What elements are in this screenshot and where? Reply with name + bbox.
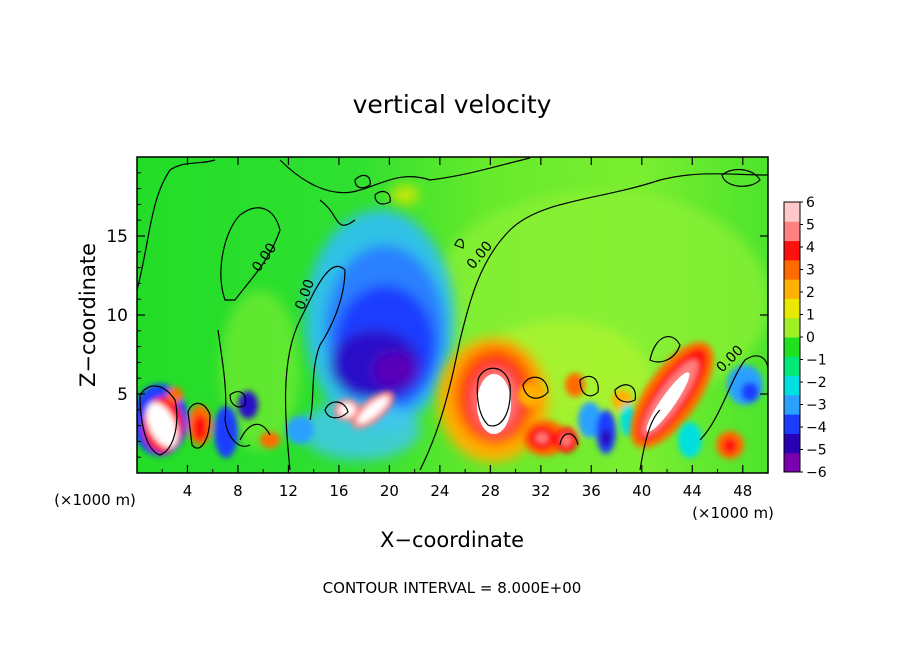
slanted-updraft-core <box>646 372 690 432</box>
colorbar <box>783 201 801 473</box>
x-tick-label: 48 <box>733 482 752 500</box>
x-tick-label: 12 <box>279 482 298 500</box>
colorbar-segment <box>784 298 800 319</box>
central-downdraft-plume <box>300 210 455 460</box>
x-tick-label: 20 <box>380 482 399 500</box>
y-tick-label: 10 <box>106 306 128 326</box>
colorbar-tick-label: 5 <box>806 218 815 234</box>
colorbar-segment <box>784 433 800 454</box>
x-axis-label: X−coordinate <box>380 528 524 552</box>
x-tick-label: 24 <box>430 482 449 500</box>
colorbar-segment <box>784 279 800 299</box>
colorbar-tick-label: 4 <box>806 240 815 256</box>
lower-right-cells <box>678 365 763 459</box>
zero-contours <box>137 157 768 471</box>
colorbar-tick-label: 3 <box>806 263 815 279</box>
colorbar-tick-label: 0 <box>806 330 815 346</box>
x-axis-ticks: 4 8 12 16 20 24 28 32 36 40 44 48 <box>161 157 752 500</box>
x-tick-label: 8 <box>233 482 243 500</box>
colorbar-segment <box>784 317 800 338</box>
x-tick-label: 28 <box>481 482 500 500</box>
colorbar-tick-label: −3 <box>806 398 827 414</box>
colorbar-segment <box>784 240 800 261</box>
colorbar-segment <box>784 394 800 415</box>
y-axis-ticks: 5 10 15 <box>106 172 768 458</box>
colorbar-segment <box>784 202 800 222</box>
x-tick-label: 36 <box>582 482 601 500</box>
colorbar-tick-label: 2 <box>806 285 815 301</box>
x-tick-label: 44 <box>683 482 702 500</box>
colorbar-segment <box>784 414 800 434</box>
y-axis-label: Z−coordinate <box>76 243 100 387</box>
x-tick-label: 4 <box>183 482 193 500</box>
y-tick-label: 5 <box>117 385 128 405</box>
right-updraft-core <box>477 374 511 434</box>
colorbar-segment <box>784 259 800 280</box>
x-tick-label: 16 <box>329 482 348 500</box>
colorbar-tick-label: −6 <box>806 465 827 481</box>
x-unit-right: (×1000 m) <box>692 504 774 522</box>
colorbar-tick-label: −1 <box>806 353 827 369</box>
x-unit-left: (×1000 m) <box>54 491 136 509</box>
colorbar-segment <box>784 375 800 396</box>
y-tick-label: 15 <box>106 227 128 247</box>
colorbar-segment <box>784 337 800 357</box>
colorbar-tick-label: −4 <box>806 420 827 436</box>
colorbar-segment <box>784 356 800 377</box>
contour-interval-note: CONTOUR INTERVAL = 8.000E+00 <box>323 579 582 597</box>
colorbar-tick-label: 6 <box>806 195 815 211</box>
colorbar-tick-label: −5 <box>806 443 827 459</box>
colorbar-segment <box>784 221 800 242</box>
colorbar-tick-label: 1 <box>806 308 815 324</box>
colorbar-tick-labels: 6 5 4 3 2 1 0 −1 −2 −3 −4 −5 −6 <box>800 195 827 481</box>
velocity-field: 0.00 0.00 0.00 0.00 <box>137 157 768 473</box>
colorbar-segment <box>784 452 800 473</box>
colorbar-tick-label: −2 <box>806 375 827 391</box>
chart-title: vertical velocity <box>353 90 552 119</box>
x-tick-label: 32 <box>531 482 550 500</box>
x-tick-label: 40 <box>632 482 651 500</box>
